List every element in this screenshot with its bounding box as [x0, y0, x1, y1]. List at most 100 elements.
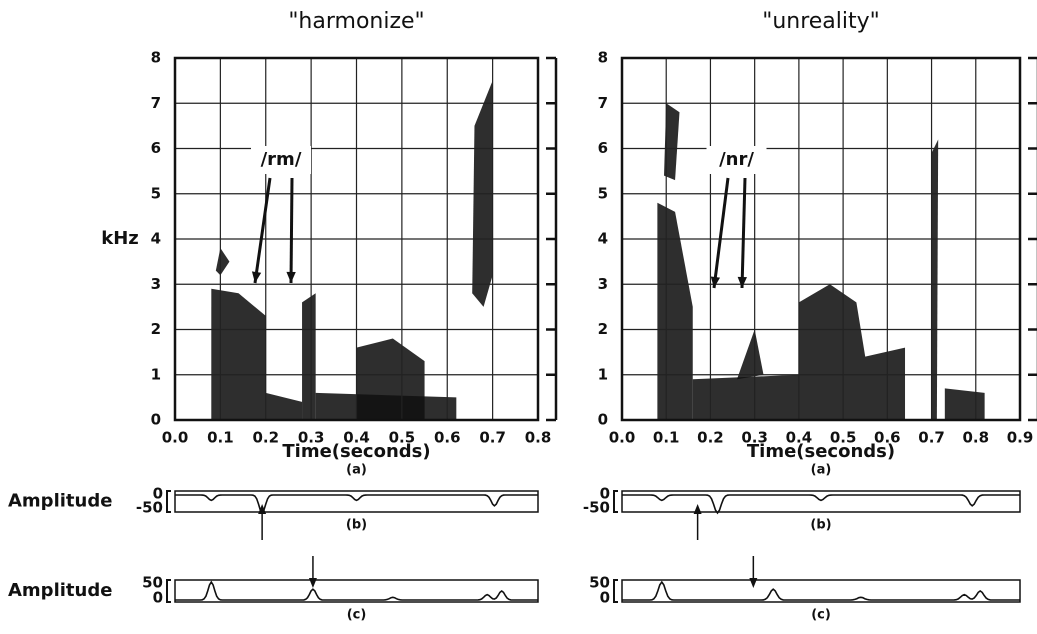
amp-tick-label: 0: [153, 589, 163, 607]
amp-tick-label: 0: [153, 485, 163, 503]
panel-title: "unreality": [762, 9, 880, 34]
arrow-head: [693, 504, 702, 514]
amplitude-trace: [175, 494, 538, 515]
y-tick-label: 6: [151, 139, 161, 157]
annotation: /rm/: [261, 149, 302, 170]
spectrogram-energy: [798, 284, 906, 420]
arrow-head: [258, 504, 267, 514]
y-tick-label: 1: [151, 365, 161, 383]
spectrogram-energy: [657, 202, 693, 420]
spectrogram-energy: [736, 329, 764, 380]
sublabel: (c): [347, 608, 367, 623]
amplitude-box: [621, 579, 1021, 603]
bracket: [613, 579, 618, 603]
y-tick-label: 7: [598, 94, 608, 112]
x-tick-label: 0.0: [609, 429, 636, 447]
bracket: [613, 490, 618, 513]
arrow-shaft: [253, 177, 272, 284]
y-tick-label: 0: [151, 411, 161, 429]
arrow-shaft: [712, 177, 730, 289]
spectrogram-energy: [931, 139, 939, 420]
spectrogram-energy: [302, 293, 316, 420]
spectrogram-energy: [211, 288, 266, 420]
panel-title: "harmonize": [288, 9, 424, 34]
amp-label: Amplitude: [8, 580, 112, 601]
spectrogram-energy: [215, 248, 230, 276]
sublabel: (a): [811, 463, 832, 478]
annotation-bg: [706, 146, 767, 174]
y-tick-label: 2: [151, 320, 161, 338]
sublabel: (b): [346, 518, 367, 533]
arrow-shaft: [289, 177, 294, 284]
y-tick-label: 5: [151, 184, 161, 202]
arrow-head: [286, 271, 296, 283]
x-tick-label: 0.8: [525, 429, 552, 447]
x-tick-label: 0.7: [479, 429, 506, 447]
x-tick-label: 0.8: [962, 429, 989, 447]
y-tick-label: 8: [151, 49, 161, 67]
x-tick-label: 0.5: [389, 429, 416, 447]
y-axis-label: kHz: [101, 228, 139, 249]
arrow-head: [737, 276, 747, 288]
bracket: [166, 490, 171, 513]
amp-tick-label: 0: [600, 589, 610, 607]
amp-tick-label: 50: [142, 574, 163, 592]
x-tick-label: 0.2: [697, 429, 724, 447]
x-tick-label: 0.1: [207, 429, 234, 447]
spectrogram-energy: [664, 103, 680, 181]
bracket: [166, 579, 171, 603]
amp-label: Amplitude: [8, 491, 112, 512]
y-tick-label: 1: [598, 365, 608, 383]
amplitude-trace: [622, 580, 1020, 601]
x-tick-label: 0.3: [741, 429, 768, 447]
x-axis-label: Time(seconds): [747, 441, 895, 462]
y-tick-label: 5: [598, 184, 608, 202]
y-tick-label: 7: [151, 94, 161, 112]
sublabel: (a): [346, 463, 367, 478]
y-tick-label: 8: [598, 49, 608, 67]
y-tick-label: 0: [598, 411, 608, 429]
amplitude-box: [174, 579, 539, 603]
spectrogram-energy: [692, 374, 799, 420]
amplitude-trace: [175, 580, 538, 601]
annotation-bg: [251, 146, 311, 174]
x-tick-label: 0.3: [298, 429, 325, 447]
annotation: /nr/: [719, 149, 754, 170]
plot-frame: [620, 56, 1022, 422]
arrow-head: [251, 271, 262, 283]
amp-tick-label: -50: [136, 499, 163, 517]
y-tick-label: 6: [598, 139, 608, 157]
arrow-head: [308, 578, 317, 588]
y-tick-label: 2: [598, 320, 608, 338]
x-tick-label: 0.0: [162, 429, 189, 447]
y-tick-label: 4: [151, 230, 161, 248]
x-tick-label: 0.9: [1007, 429, 1034, 447]
y-tick-label: 4: [598, 230, 608, 248]
amplitude-trace: [622, 494, 1020, 515]
arrow-shaft: [740, 177, 747, 289]
arrow-head: [710, 276, 721, 288]
spectrogram-energy: [265, 392, 303, 420]
amp-tick-label: 0: [600, 485, 610, 503]
arrow-head: [749, 578, 758, 588]
x-axis-label: Time(seconds): [282, 441, 430, 462]
amplitude-box: [174, 490, 539, 513]
sublabel: (b): [810, 518, 831, 533]
amplitude-box: [621, 490, 1021, 513]
y-tick-label: 3: [598, 275, 608, 293]
x-tick-label: 0.2: [252, 429, 279, 447]
spectrogram-energy: [356, 338, 425, 420]
amp-tick-label: -50: [583, 499, 610, 517]
sublabel: (c): [811, 608, 831, 623]
x-tick-label: 0.6: [434, 429, 461, 447]
amp-tick-label: 50: [589, 574, 610, 592]
y-tick-label: 3: [151, 275, 161, 293]
x-tick-label: 0.4: [786, 429, 813, 447]
x-tick-label: 0.7: [918, 429, 945, 447]
spectrogram-energy: [944, 388, 985, 420]
plot-frame: [173, 56, 540, 422]
x-tick-label: 0.4: [343, 429, 370, 447]
x-tick-label: 0.5: [830, 429, 857, 447]
x-tick-label: 0.6: [874, 429, 901, 447]
